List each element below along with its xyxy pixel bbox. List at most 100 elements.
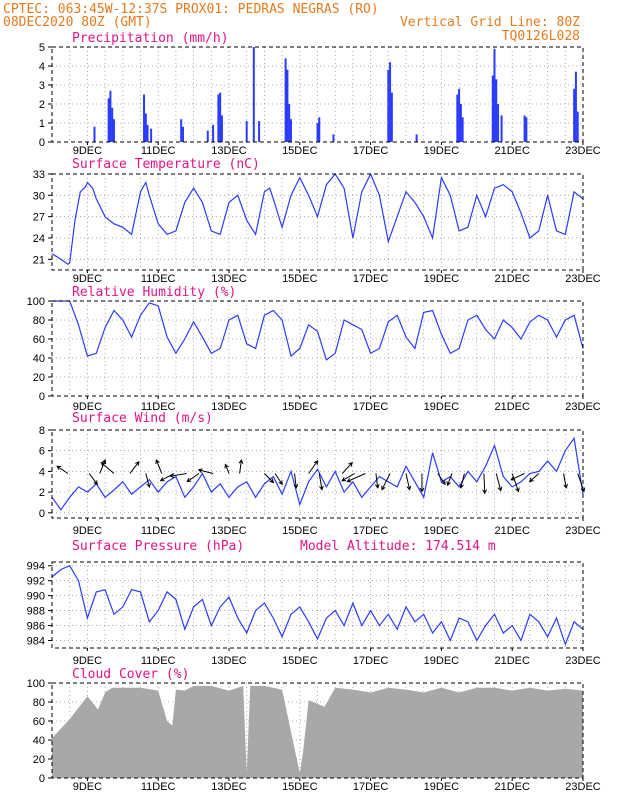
wind-ytick-label: 2 bbox=[39, 487, 45, 499]
cloud-cover-xtick-label: 21DEC bbox=[494, 781, 530, 793]
wind-vector-arrow bbox=[99, 459, 107, 474]
precip-bar bbox=[523, 115, 526, 142]
wind-vector-arrow bbox=[293, 473, 299, 489]
cloud-cover-ytick-label: 20 bbox=[33, 754, 45, 766]
precip-bar bbox=[491, 75, 494, 142]
humidity-ytick-label: 40 bbox=[33, 353, 45, 365]
wind-vector-arrow bbox=[56, 465, 69, 474]
wind-ytick-label: 0 bbox=[39, 508, 45, 520]
temperature-xtick-label: 23DEC bbox=[565, 273, 601, 285]
precip-bar bbox=[143, 94, 146, 142]
wind-vector-arrow bbox=[341, 461, 353, 474]
wind-vector-arrow bbox=[405, 473, 412, 491]
humidity-ytick-label: 20 bbox=[33, 372, 45, 384]
wind-vector-arrow bbox=[318, 473, 324, 491]
precip-bar bbox=[390, 92, 393, 142]
precipitation-ytick-label: 3 bbox=[39, 80, 45, 92]
panels-group: 0 1 2 3 4 5 9DEC 11DEC 13DEC 15DEC 17DEC 19DEC 21DEC… bbox=[27, 31, 601, 793]
precipitation-ytick-label: 4 bbox=[39, 61, 45, 73]
cloud-cover-ytick-label: 0 bbox=[39, 773, 45, 785]
precip-bar bbox=[288, 104, 291, 142]
cloud-cover-title: Cloud Cover (%) bbox=[72, 667, 189, 682]
precip-bar bbox=[180, 119, 183, 142]
humidity-xtick-label: 17DEC bbox=[353, 401, 389, 413]
temperature-xtick-label: 15DEC bbox=[282, 273, 318, 285]
wind-panel: 0 2 4 6 8 9DEC 11DEC 13DEC 15DEC 17DEC 19DEC 21DEC 2… bbox=[39, 411, 601, 537]
precip-bar bbox=[495, 79, 498, 142]
pressure-subtitle: Model Altitude: 174.514 m bbox=[300, 539, 496, 554]
wind-vector-arrow bbox=[186, 473, 200, 483]
precip-bar bbox=[93, 126, 96, 142]
wind-ytick-label: 4 bbox=[39, 466, 45, 478]
precipitation-ytick-label: 1 bbox=[39, 118, 45, 130]
precipitation-xtick-label: 19DEC bbox=[424, 145, 460, 157]
cloud-cover-xtick-label: 23DEC bbox=[565, 781, 601, 793]
humidity-frame bbox=[51, 300, 584, 397]
precip-bar bbox=[459, 104, 462, 142]
wind-vector-arrow bbox=[238, 458, 244, 474]
precip-bar bbox=[289, 119, 292, 142]
precip-bar bbox=[500, 115, 503, 142]
precipitation-ytick-label: 0 bbox=[39, 137, 45, 149]
wind-ytick-label: 8 bbox=[39, 425, 45, 437]
humidity-series-line bbox=[52, 300, 584, 361]
precip-bar bbox=[109, 90, 112, 142]
pressure-xtick-label: 9DEC bbox=[73, 655, 102, 667]
pressure-panel: 984 986 988 990 992 994 9DEC 11DEC 13DEC 15DEC 17D… bbox=[27, 539, 601, 667]
pressure-ytick-label: 994 bbox=[27, 561, 45, 573]
wind-xtick-label: 19DEC bbox=[424, 525, 460, 537]
precip-bar bbox=[318, 117, 321, 142]
wind-xtick-label: 13DEC bbox=[211, 525, 247, 537]
precip-bar bbox=[574, 71, 577, 142]
cloud-cover-xtick-label: 19DEC bbox=[424, 781, 460, 793]
cloud-cover-ytick-label: 80 bbox=[33, 697, 45, 709]
pressure-xtick-label: 17DEC bbox=[353, 655, 389, 667]
precip-bar bbox=[573, 88, 576, 142]
temperature-ytick-label: 21 bbox=[33, 254, 45, 266]
wind-vector-arrow bbox=[495, 473, 503, 492]
temperature-title: Surface Temperature (nC) bbox=[72, 157, 260, 172]
temperature-xtick-label: 9DEC bbox=[73, 273, 102, 285]
precip-bar bbox=[576, 111, 579, 142]
temperature-frame bbox=[51, 173, 584, 271]
humidity-ytick-label: 0 bbox=[39, 391, 45, 403]
wind-vector-arrow bbox=[446, 473, 453, 487]
wind-frame bbox=[51, 429, 584, 519]
precipitation-xtick-label: 21DEC bbox=[494, 145, 530, 157]
humidity-xtick-label: 13DEC bbox=[211, 401, 247, 413]
wind-xtick-label: 11DEC bbox=[141, 525, 176, 537]
humidity-ytick-label: 60 bbox=[33, 334, 45, 346]
temperature-xtick-label: 13DEC bbox=[211, 273, 247, 285]
wind-vector-arrow bbox=[264, 473, 275, 484]
cloud-cover-panel: 0 20 40 60 80 100 9DEC 11DEC 13DEC 15DEC 17DEC 19DE… bbox=[27, 667, 601, 793]
precip-bar bbox=[206, 130, 209, 142]
precip-bar bbox=[144, 113, 147, 142]
pressure-xtick-label: 13DEC bbox=[211, 655, 247, 667]
pressure-xtick-label: 11DEC bbox=[141, 655, 176, 667]
precip-bar bbox=[107, 98, 110, 142]
precipitation-xtick-label: 17DEC bbox=[353, 145, 389, 157]
precipitation-title: Precipitation (mm/h) bbox=[72, 31, 229, 46]
cloud-cover-frame bbox=[51, 682, 584, 779]
humidity-xtick-label: 11DEC bbox=[141, 401, 176, 413]
wind-vector-arrow bbox=[374, 473, 380, 489]
precipitation-xtick-label: 11DEC bbox=[141, 145, 176, 157]
precipitation-xtick-label: 13DEC bbox=[211, 145, 247, 157]
wind-vector-arrow bbox=[88, 473, 98, 486]
pressure-ytick-label: 986 bbox=[27, 621, 45, 633]
wind-title: Surface Wind (m/s) bbox=[72, 411, 213, 426]
precip-bar bbox=[245, 121, 248, 142]
precip-bar bbox=[111, 107, 114, 142]
humidity-title: Relative Humidity (%) bbox=[72, 285, 236, 300]
wind-xtick-label: 23DEC bbox=[565, 525, 601, 537]
precip-bar bbox=[387, 69, 390, 142]
wind-vector-arrow bbox=[100, 462, 115, 474]
humidity-xtick-label: 21DEC bbox=[494, 401, 530, 413]
precip-bar bbox=[525, 117, 528, 142]
precip-bar bbox=[284, 58, 287, 142]
precip-bar bbox=[212, 124, 215, 142]
wind-vector-arrow bbox=[308, 460, 319, 474]
humidity-xtick-label: 23DEC bbox=[565, 401, 601, 413]
pressure-xtick-label: 15DEC bbox=[282, 655, 318, 667]
precip-bar bbox=[493, 48, 496, 142]
